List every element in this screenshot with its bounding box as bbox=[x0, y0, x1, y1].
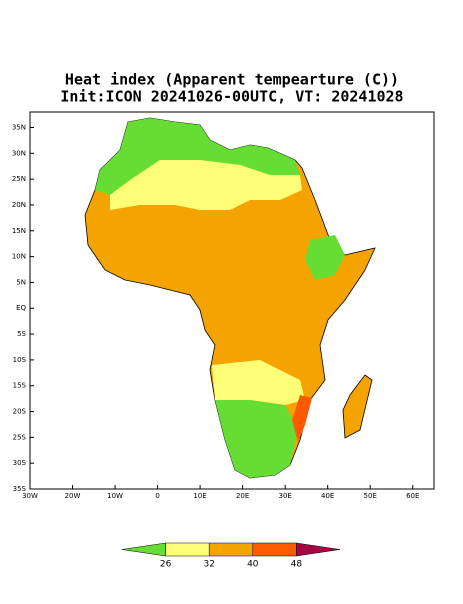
y-tick-label: 25N bbox=[12, 175, 26, 183]
y-tick-label: 5N bbox=[16, 278, 26, 286]
x-tick-label: 20W bbox=[65, 492, 81, 500]
y-tick-label: 25S bbox=[13, 433, 27, 441]
colorbar-label: 40 bbox=[247, 560, 259, 570]
x-tick-label: 50E bbox=[364, 492, 377, 500]
red-mozambique bbox=[292, 395, 312, 442]
title: Heat index (Apparent tempearture (C)) bbox=[65, 71, 399, 89]
x-tick-label: 0 bbox=[155, 492, 159, 500]
y-tick-label: 10N bbox=[12, 253, 26, 261]
madagascar bbox=[342, 374, 373, 439]
green-south bbox=[215, 400, 298, 478]
colorbar-swatch bbox=[121, 542, 166, 557]
colorbar-swatch bbox=[208, 542, 254, 557]
map-content bbox=[84, 117, 376, 479]
y-tick-label: 35N bbox=[12, 123, 26, 131]
x-tick-label: 60E bbox=[406, 492, 419, 500]
green-north bbox=[95, 118, 300, 195]
colorbar-label: 48 bbox=[291, 560, 303, 570]
x-tick-label: 30E bbox=[278, 492, 291, 500]
y-tick-label: 15S bbox=[13, 382, 27, 390]
colorbar-swatch bbox=[252, 542, 297, 557]
y-tick-label: 30N bbox=[12, 149, 26, 157]
yellow-south bbox=[212, 360, 305, 405]
x-tick-label: 10W bbox=[107, 492, 123, 500]
y-tick-label: 20S bbox=[13, 408, 27, 416]
x-tick-label: 40E bbox=[321, 492, 334, 500]
colorbar-label: 32 bbox=[203, 560, 214, 570]
colorbar-label: 26 bbox=[160, 560, 172, 570]
green-ethiopia bbox=[305, 235, 345, 280]
colorbar-swatch bbox=[296, 542, 341, 557]
y-tick-label: EQ bbox=[16, 304, 26, 312]
x-tick-label: 30W bbox=[22, 492, 38, 500]
y-tick-label: 20N bbox=[12, 201, 26, 209]
y-tick-label: 15N bbox=[12, 227, 26, 235]
y-tick-label: 5S bbox=[17, 330, 26, 338]
subtitle: Init:ICON 20241026-00UTC, VT: 20241028 bbox=[60, 88, 403, 106]
yellow-sahara bbox=[110, 160, 302, 210]
y-tick-label: 10S bbox=[13, 356, 27, 364]
x-tick-label: 10E bbox=[193, 492, 206, 500]
y-tick-label: 35S bbox=[13, 485, 27, 493]
x-tick-label: 20E bbox=[236, 492, 249, 500]
map-frame bbox=[29, 111, 435, 490]
colorbar-swatch bbox=[165, 542, 210, 557]
y-tick-label: 30S bbox=[13, 459, 27, 467]
